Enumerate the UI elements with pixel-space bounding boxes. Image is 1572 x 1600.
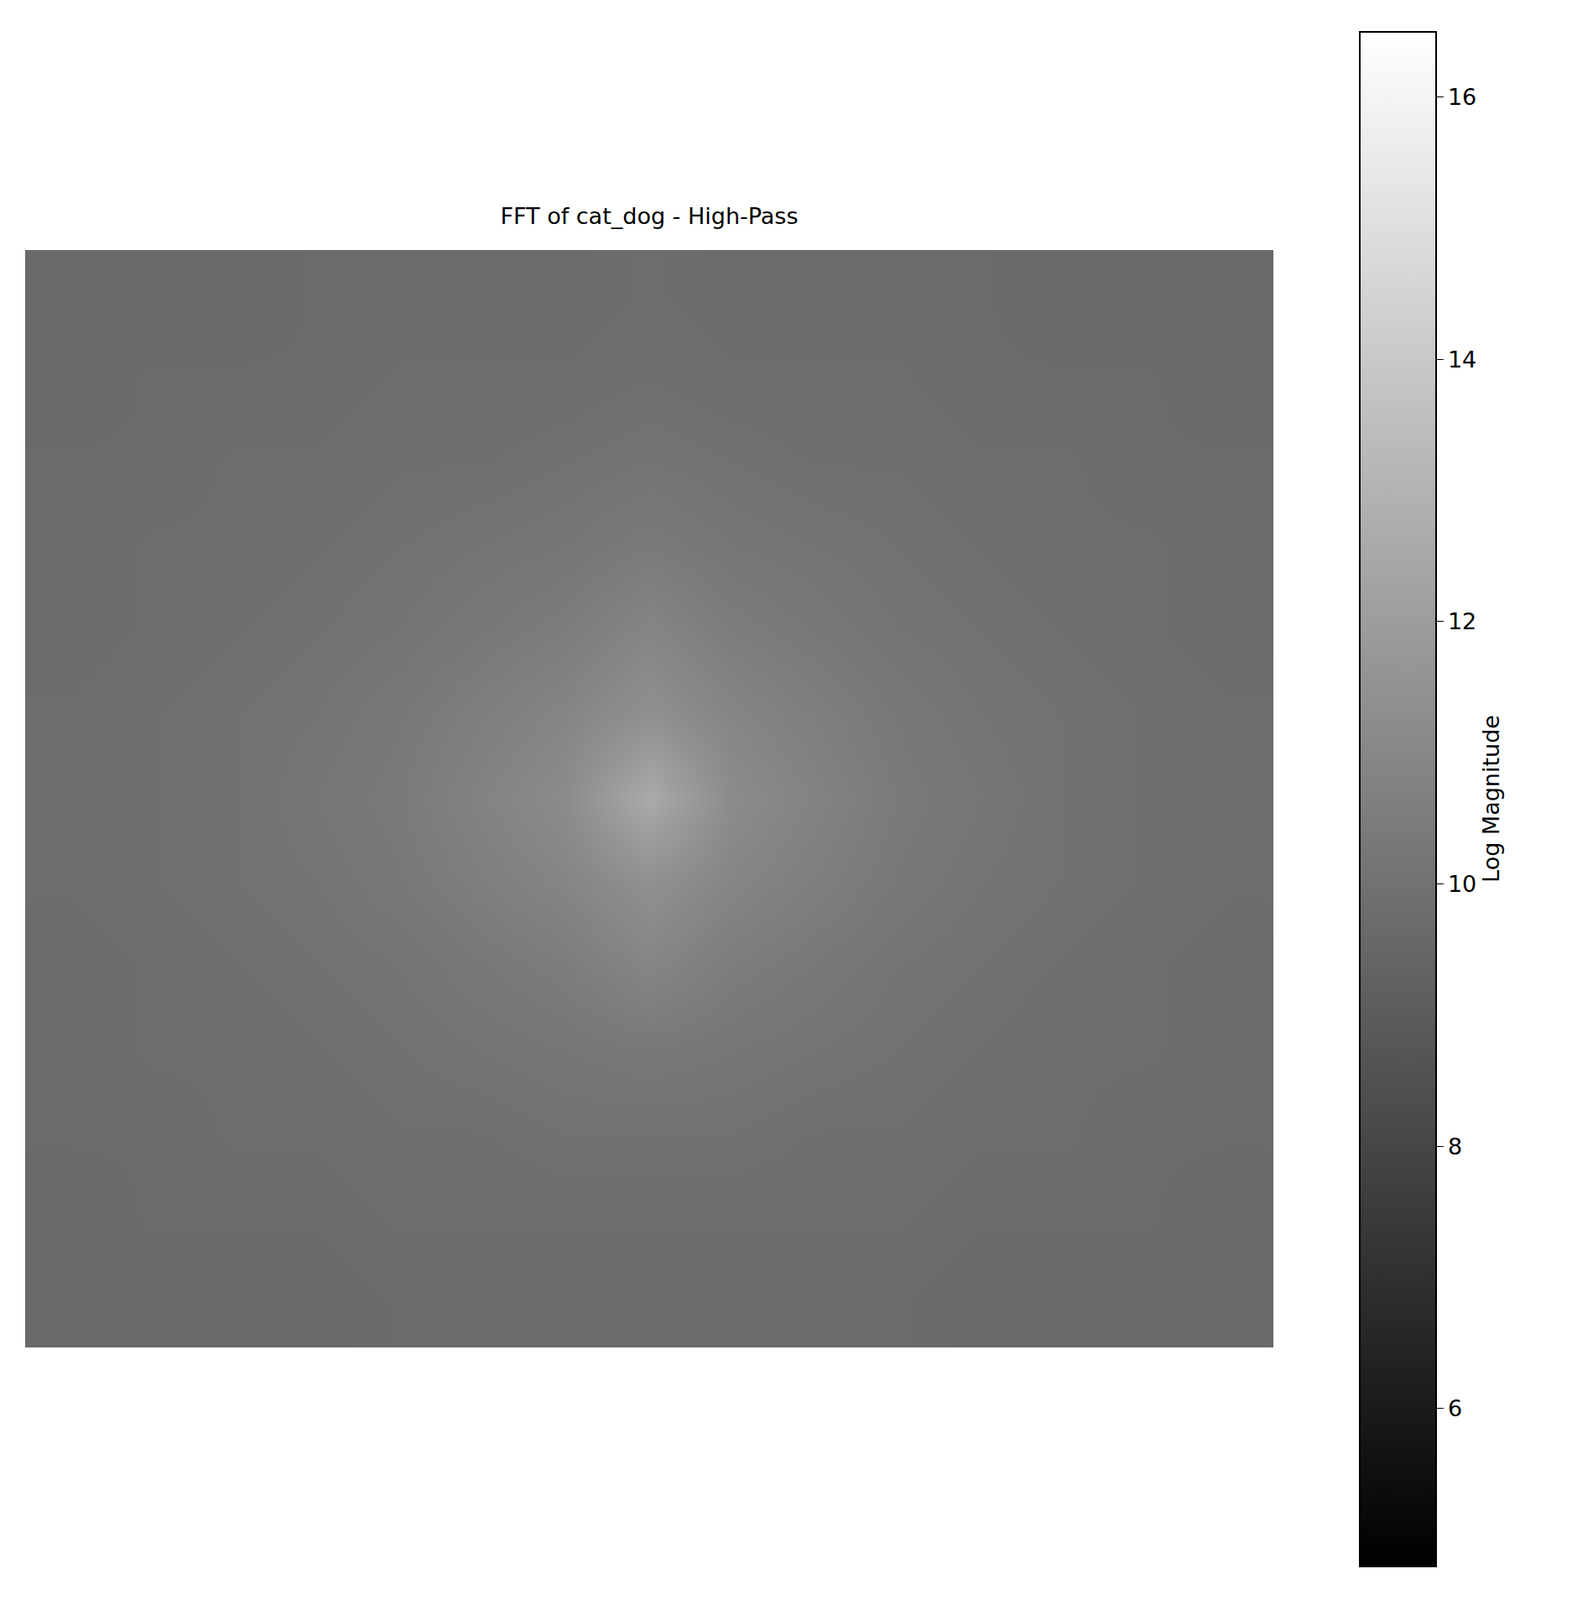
svg-text:Log Magnitude: Log Magnitude — [1478, 714, 1505, 883]
svg-text:14: 14 — [1447, 346, 1477, 373]
svg-text:8: 8 — [1447, 1133, 1463, 1160]
svg-text:10: 10 — [1447, 870, 1477, 897]
svg-text:12: 12 — [1447, 608, 1477, 635]
svg-text:16: 16 — [1447, 83, 1477, 110]
svg-text:6: 6 — [1447, 1395, 1463, 1422]
svg-text:FFT of cat_dog - High-Pass: FFT of cat_dog - High-Pass — [500, 203, 799, 230]
